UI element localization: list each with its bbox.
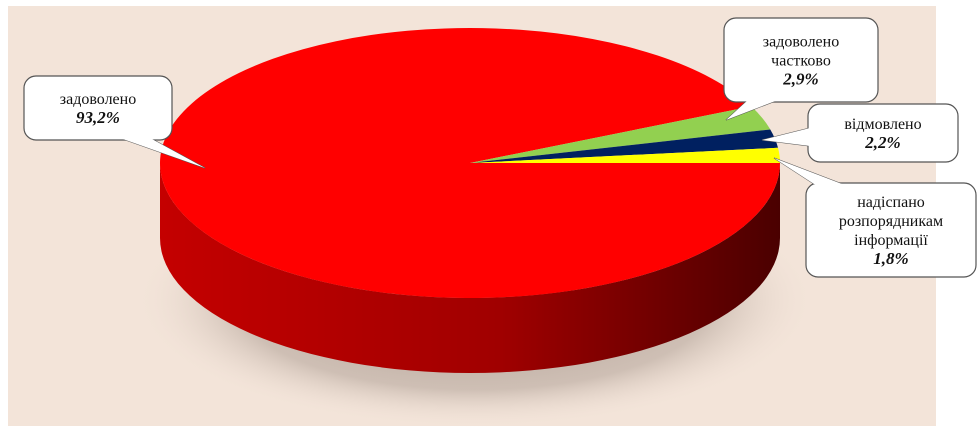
callout-value: 2,9% bbox=[782, 70, 818, 89]
pie-slice-3 bbox=[470, 129, 779, 163]
callout-box bbox=[723, 17, 879, 103]
callout-pointer-fill bbox=[762, 128, 810, 146]
pie-slice-1 bbox=[159, 28, 780, 299]
callout-label-line: інформації bbox=[854, 232, 928, 249]
callout-label-line: відмовлено bbox=[844, 116, 921, 133]
callout-value: 93,2% bbox=[76, 108, 120, 127]
callout-box bbox=[805, 182, 977, 278]
callout-label-line: частково bbox=[771, 53, 831, 70]
pie-layer bbox=[159, 28, 780, 373]
callout-box bbox=[23, 75, 173, 141]
callout-label-line: задоволено bbox=[60, 91, 136, 108]
callout-pointer-fill bbox=[774, 158, 842, 184]
callout-label-line: розпорядникам bbox=[839, 213, 943, 230]
callout-label-line: надіспано bbox=[857, 194, 925, 211]
callout-value: 1,8% bbox=[873, 249, 908, 268]
callout-label-line: задоволено bbox=[763, 34, 839, 51]
pie-side-wall bbox=[160, 163, 780, 373]
pie-slice-2 bbox=[470, 106, 771, 163]
callout-pointer-fill bbox=[726, 100, 778, 120]
pie-slice-4 bbox=[470, 147, 780, 163]
callout-pointer-fill bbox=[120, 138, 205, 168]
callout-layer: задоволено93,2%задоволеночастково2,9%від… bbox=[23, 17, 977, 278]
callout-value: 2,2% bbox=[864, 133, 900, 152]
